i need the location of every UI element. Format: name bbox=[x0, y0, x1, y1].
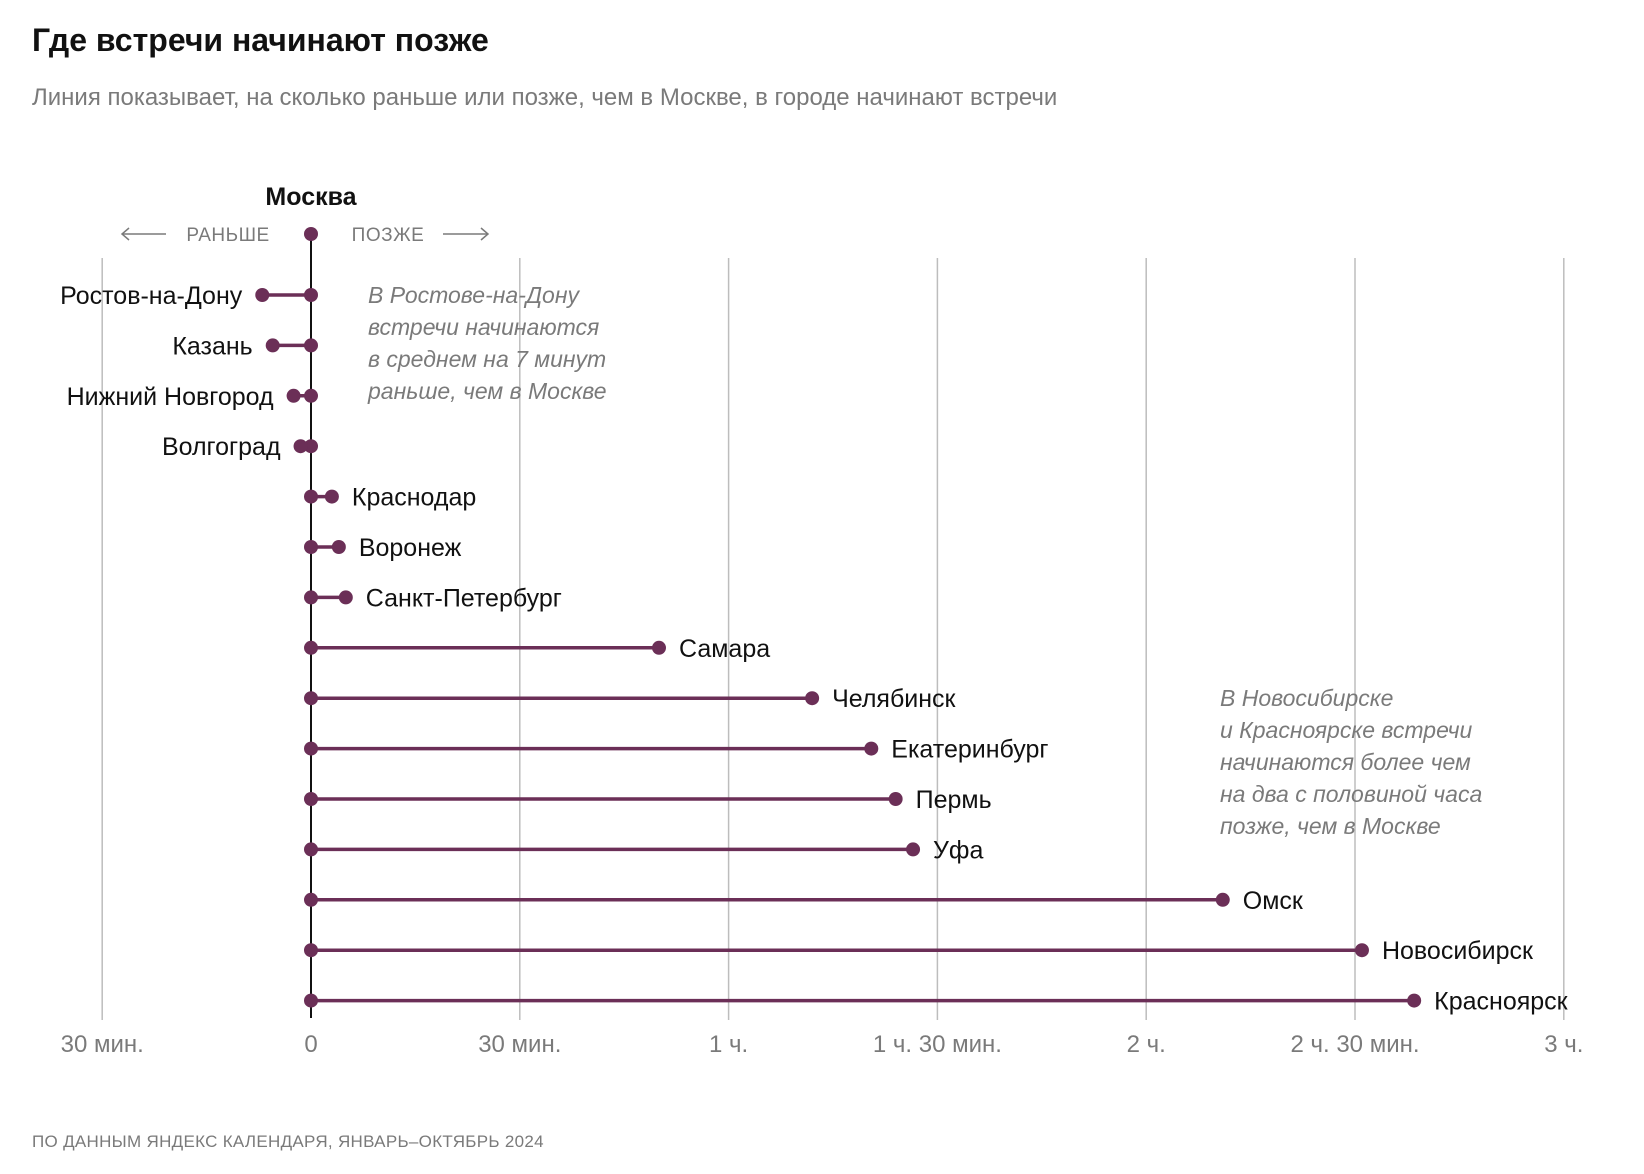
annotation-line: В Новосибирске bbox=[1220, 685, 1393, 711]
city-point bbox=[652, 640, 666, 655]
city-label: Краснодар bbox=[352, 484, 476, 512]
city-label: Пермь bbox=[916, 786, 992, 814]
annotation-line: встречи начинаются bbox=[368, 314, 599, 340]
city-label: Самара bbox=[679, 635, 770, 663]
x-tick-label: 0 bbox=[304, 1031, 317, 1058]
city-point bbox=[324, 489, 339, 504]
data-rows: Ростов-на-Дону Казань Нижний Новгород Волго… bbox=[60, 282, 1569, 1016]
row-10: Екатеринбург bbox=[304, 736, 1049, 764]
row-2: Казань bbox=[172, 332, 318, 360]
data-source: ПО ДАННЫМ ЯНДЕКС КАЛЕНДАРЯ, ЯНВАРЬ–ОКТЯБ… bbox=[32, 1132, 544, 1151]
chart-title: Где встречи начинают позже bbox=[32, 22, 489, 58]
city-label: Уфа bbox=[933, 836, 983, 864]
city-label: Челябинск bbox=[832, 685, 956, 713]
moscow-point bbox=[304, 640, 318, 655]
city-label: Екатеринбург bbox=[891, 736, 1048, 764]
row-13: Омск bbox=[304, 887, 1304, 915]
earlier-arrow-icon bbox=[120, 227, 166, 241]
moscow-point bbox=[304, 388, 318, 403]
row-11: Пермь bbox=[304, 786, 992, 814]
annotation-line: В Ростове-на-Дону bbox=[368, 282, 580, 308]
city-label: Ростов-на-Дону bbox=[60, 282, 243, 310]
annotation-2: В Новосибирске и Красноярске встречи начин… bbox=[1220, 685, 1482, 839]
reference-label: Москва bbox=[265, 183, 357, 211]
row-4: Волгоград bbox=[162, 433, 318, 461]
moscow-point bbox=[304, 741, 318, 756]
annotation-1: В Ростове-на-Дону встречи начинаются в сре… bbox=[367, 282, 607, 404]
x-tick-label: 30 мин. bbox=[61, 1031, 144, 1058]
x-tick-label: 3 ч. bbox=[1544, 1031, 1583, 1058]
moscow-point bbox=[304, 590, 318, 605]
moscow-point bbox=[304, 892, 318, 907]
city-point bbox=[805, 691, 820, 706]
row-15: Красноярск bbox=[304, 988, 1569, 1016]
moscow-point bbox=[304, 540, 318, 554]
annotation-line: раньше, чем в Москве bbox=[367, 378, 607, 404]
annotation-line: на два с половиной часа bbox=[1220, 781, 1482, 807]
city-point bbox=[293, 439, 308, 454]
reference-axis: Москва РАНЬШЕ ПОЗЖЕ bbox=[120, 183, 490, 1018]
moscow-point bbox=[304, 993, 318, 1008]
city-point bbox=[864, 741, 879, 756]
annotation-line: начинаются более чем bbox=[1220, 749, 1471, 775]
city-label: Нижний Новгород bbox=[67, 383, 274, 411]
row-8: Самара bbox=[304, 635, 770, 663]
grid-layer bbox=[101, 258, 1565, 1020]
city-label: Санкт-Петербург bbox=[366, 584, 562, 612]
annotations: В Ростове-на-Дону встречи начинаются в сре… bbox=[367, 282, 1482, 839]
row-7: Санкт-Петербург bbox=[304, 584, 562, 612]
row-9: Челябинск bbox=[304, 685, 957, 713]
moscow-point bbox=[304, 842, 318, 857]
moscow-point bbox=[304, 288, 318, 302]
city-label: Красноярск bbox=[1434, 988, 1569, 1016]
row-6: Воронеж bbox=[304, 534, 462, 562]
later-arrow-icon bbox=[443, 227, 490, 241]
city-point bbox=[338, 590, 353, 605]
city-point bbox=[286, 388, 301, 403]
city-point bbox=[331, 540, 346, 554]
moscow-point bbox=[304, 439, 318, 454]
row-14: Новосибирск bbox=[304, 937, 1534, 965]
annotation-line: в среднем на 7 минут bbox=[368, 346, 606, 372]
x-tick-label: 2 ч. bbox=[1127, 1031, 1166, 1058]
x-axis-tick-labels: 30 мин. 0 30 мин. 1 ч. 1 ч. 30 мин. 2 ч. 2 ч. … bbox=[61, 1031, 1584, 1058]
x-tick-label: 1 ч. 30 мин. bbox=[873, 1031, 1002, 1058]
moscow-point bbox=[304, 943, 318, 958]
moscow-point bbox=[304, 489, 318, 504]
city-label: Новосибирск bbox=[1382, 937, 1534, 965]
moscow-point bbox=[304, 691, 318, 706]
moscow-point bbox=[304, 792, 318, 806]
row-12: Уфа bbox=[304, 836, 983, 864]
city-label: Омск bbox=[1243, 887, 1304, 915]
city-label: Воронеж bbox=[359, 534, 462, 562]
reference-dot bbox=[304, 227, 318, 241]
later-direction-label: ПОЗЖЕ bbox=[352, 225, 425, 246]
x-tick-label: 1 ч. bbox=[709, 1031, 748, 1058]
moscow-point bbox=[304, 338, 318, 353]
annotation-line: и Красноярске встречи bbox=[1220, 717, 1472, 743]
city-point bbox=[888, 792, 903, 806]
annotation-line: позже, чем в Москве bbox=[1220, 813, 1441, 839]
city-point bbox=[1215, 892, 1230, 907]
city-point bbox=[906, 842, 921, 857]
city-point bbox=[265, 338, 280, 353]
earlier-direction-label: РАНЬШЕ bbox=[186, 225, 269, 246]
city-label: Волгоград bbox=[162, 433, 281, 461]
city-point bbox=[1354, 943, 1369, 958]
city-point bbox=[255, 288, 270, 302]
chart-subtitle: Линия показывает, на сколько раньше или … bbox=[32, 84, 1058, 111]
x-tick-label: 30 мин. bbox=[478, 1031, 561, 1058]
row-5: Краснодар bbox=[304, 484, 476, 512]
city-label: Казань bbox=[172, 332, 252, 360]
city-point bbox=[1407, 993, 1422, 1008]
x-tick-label: 2 ч. 30 мин. bbox=[1290, 1031, 1419, 1058]
row-3: Нижний Новгород bbox=[67, 383, 318, 411]
row-1: Ростов-на-Дону bbox=[60, 282, 318, 310]
